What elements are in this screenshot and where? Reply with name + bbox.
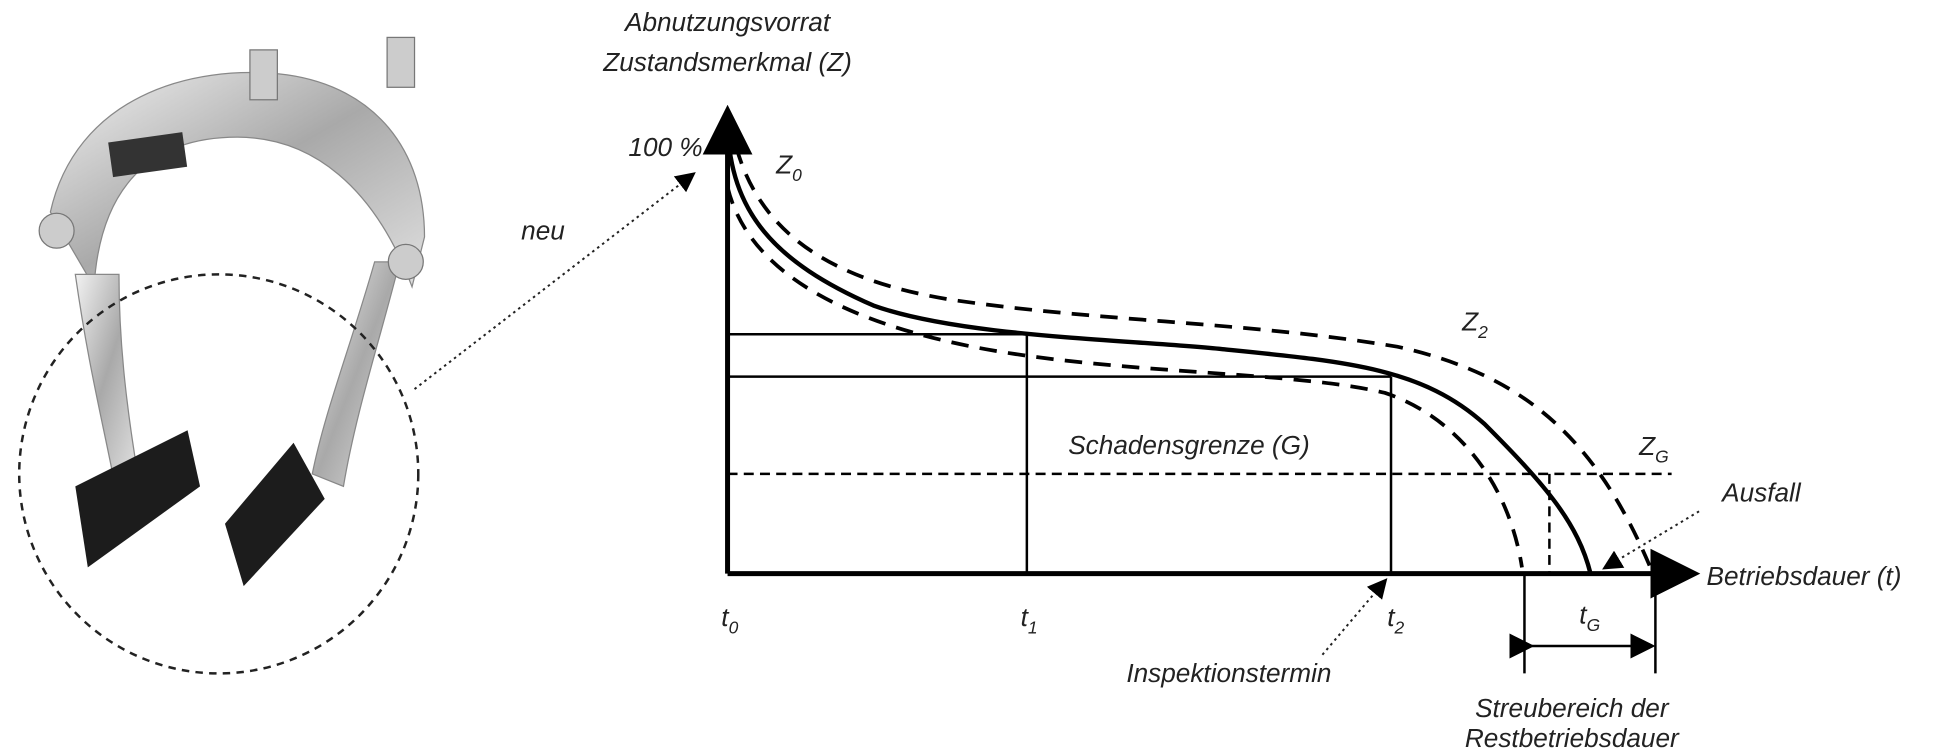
letter: Z bbox=[1461, 306, 1479, 336]
guides bbox=[727, 332, 1672, 674]
letter: t bbox=[1387, 602, 1396, 632]
failure-label: Ausfall bbox=[1720, 477, 1802, 507]
letter: t bbox=[1579, 600, 1588, 630]
range-label: Streubereich der bbox=[1475, 693, 1670, 723]
letter: Z bbox=[775, 149, 793, 179]
time-label: tG bbox=[1579, 600, 1600, 635]
brake-illustration bbox=[17, 36, 426, 675]
curve-mean bbox=[725, 124, 1593, 575]
curve-lower bbox=[725, 186, 1524, 568]
x-title: Betriebsdauer (t) bbox=[1707, 561, 1902, 591]
time-label: t2 bbox=[1387, 602, 1404, 637]
top-label: 100 % bbox=[628, 132, 702, 162]
failure-arrow bbox=[1602, 510, 1700, 570]
curve-label: Z0 bbox=[775, 149, 802, 184]
inspection-arrow bbox=[1321, 578, 1388, 656]
curve-upper bbox=[734, 146, 1655, 575]
inspection-label: Inspektionstermin bbox=[1126, 658, 1331, 688]
time-label: t1 bbox=[1021, 602, 1038, 637]
y-title: Zustandsmerkmal (Z) bbox=[602, 47, 852, 77]
subscript: 1 bbox=[1028, 618, 1038, 638]
damage-limit-label: Schadensgrenze (G) bbox=[1068, 430, 1310, 460]
subscript: 2 bbox=[1477, 322, 1488, 342]
y-title: Abnutzungsvorrat bbox=[623, 7, 832, 37]
subscript: G bbox=[1587, 615, 1601, 635]
new-arrow bbox=[413, 172, 696, 390]
subscript: G bbox=[1655, 447, 1669, 467]
time-label: t0 bbox=[721, 602, 738, 637]
letter: Z bbox=[1638, 431, 1656, 461]
new-label: neu bbox=[521, 215, 565, 245]
letter: t bbox=[721, 602, 730, 632]
subscript: 2 bbox=[1394, 618, 1405, 638]
curve-label: Z2 bbox=[1461, 306, 1488, 341]
subscript: 0 bbox=[729, 618, 739, 638]
subscript: 0 bbox=[792, 165, 802, 185]
range-label: Restbetriebsdauer bbox=[1465, 723, 1680, 752]
letter: t bbox=[1021, 602, 1030, 632]
curve-label: ZG bbox=[1638, 431, 1669, 466]
